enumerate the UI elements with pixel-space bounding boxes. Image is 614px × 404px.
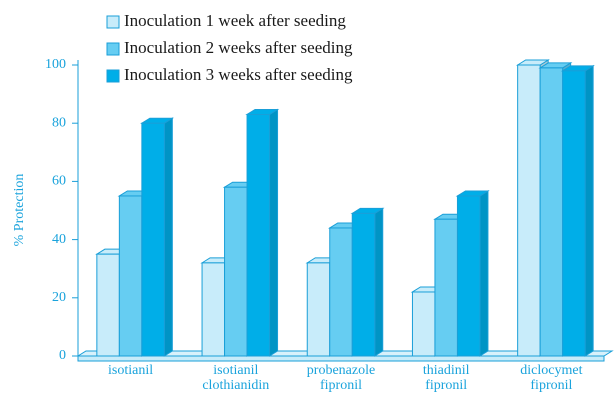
x-tick-label: isotianil: [213, 363, 258, 378]
y-axis-label: % Protection: [12, 174, 27, 247]
bar: [201, 262, 226, 357]
legend-swatch: [106, 15, 120, 29]
x-tick-label: probenazole: [307, 363, 375, 378]
bar-side: [374, 207, 384, 357]
x-tick-label: fipronil: [530, 378, 572, 393]
bar: [224, 186, 248, 357]
x-tick-label: clothianidin: [202, 378, 269, 393]
bar: [456, 195, 481, 357]
bar-group: [350, 207, 385, 357]
bar: [411, 291, 436, 357]
y-tick-label: 60: [52, 174, 66, 189]
bar-group: [140, 117, 175, 357]
bar-side: [479, 190, 489, 357]
bar: [306, 262, 331, 357]
legend-label: Inoculation 2 weeks after seeding: [124, 38, 353, 57]
x-tick-label: fipronil: [320, 378, 362, 393]
legend-swatch: [106, 69, 120, 83]
bar: [246, 113, 271, 357]
x-tick-label: isotianil: [108, 363, 153, 378]
bar: [562, 70, 586, 357]
bar: [517, 64, 541, 357]
legend-swatch: [106, 42, 120, 56]
bar: [141, 122, 165, 357]
x-tick-label: diclocymet: [520, 363, 582, 378]
bar: [96, 253, 120, 357]
y-tick-label: 40: [52, 232, 66, 247]
bar-group: [560, 64, 595, 357]
bar: [539, 67, 564, 357]
bar-side: [269, 108, 279, 357]
x-tick-label: fipronil: [425, 378, 467, 393]
floor-front: [77, 355, 605, 362]
y-tick-label: 100: [45, 57, 66, 72]
bar: [329, 227, 353, 357]
y-tick-label: 80: [52, 115, 66, 130]
y-tick-label: 20: [52, 290, 66, 305]
bar-side: [163, 117, 173, 357]
legend-label: Inoculation 1 week after seeding: [124, 11, 346, 30]
bar-group: [455, 190, 490, 357]
bar: [351, 212, 376, 357]
legend-label: Inoculation 3 weeks after seeding: [124, 65, 353, 84]
x-tick-label: thiadinil: [423, 363, 470, 378]
bar: [118, 195, 143, 357]
bar: [434, 218, 458, 357]
y-tick-label: 0: [59, 348, 66, 363]
bar-group: [245, 108, 280, 357]
bar-side: [584, 64, 594, 357]
